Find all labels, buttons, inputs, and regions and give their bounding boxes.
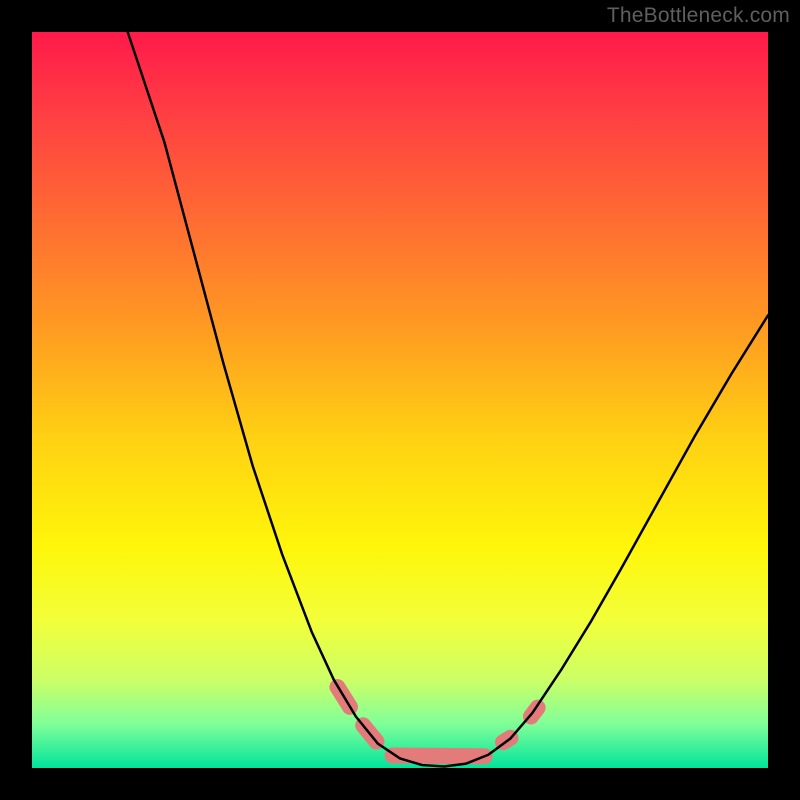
watermark-text: TheBottleneck.com [607,4,790,28]
highlight-group [337,687,537,756]
curve-layer [0,0,800,800]
bottleneck-curve [128,32,768,767]
bottleneck-chart: TheBottleneck.com [0,0,800,800]
highlight-segment [393,755,485,756]
